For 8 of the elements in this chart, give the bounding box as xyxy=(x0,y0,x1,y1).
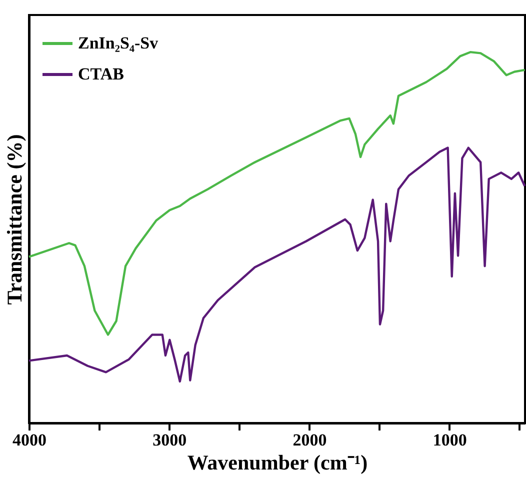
x-tick-label: 4000 xyxy=(12,430,46,450)
x-axis-title: Wavenumber (cm⁻¹) xyxy=(187,450,368,474)
legend-label: CTAB xyxy=(78,64,124,84)
x-tick-label: 3000 xyxy=(152,430,187,450)
x-tick-label: 1000 xyxy=(432,430,467,450)
x-tick-label: 2000 xyxy=(292,430,327,450)
y-axis-title: Transmittance (%) xyxy=(2,134,26,305)
legend-label: ZnIn₂S₄-Sv xyxy=(78,34,159,52)
